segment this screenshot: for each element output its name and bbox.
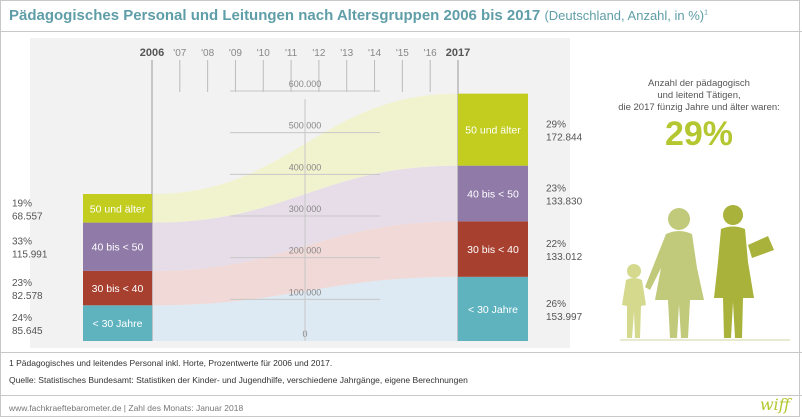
title-rule: [0, 31, 802, 32]
end-value-label: 133.830: [546, 197, 583, 208]
start-value-label: 68.557: [12, 211, 43, 222]
chart-subtitle: (Deutschland, Anzahl, in %)1: [544, 8, 708, 23]
end-value-label: 133.012: [546, 252, 583, 263]
callout-line-2: und leitend Tätigen,: [657, 90, 741, 101]
bar-2006-3: [83, 194, 152, 223]
end-value-label: 153.997: [546, 312, 583, 323]
chart-title: Pädagogisches Personal und Leitungen nac…: [9, 7, 708, 24]
start-value-label: 82.578: [12, 291, 43, 302]
woman2-head-icon: [723, 205, 743, 225]
title-text: Pädagogisches Personal und Leitungen nac…: [9, 7, 541, 24]
bar-2017-1: [458, 221, 528, 277]
bar-2017-2: [458, 165, 528, 222]
bar-2017-label: < 30 Jahre: [468, 304, 518, 316]
bar-2006-label: 40 bis < 50: [92, 242, 144, 254]
start-pct-label: 33%: [12, 237, 32, 248]
callout-line-3: die 2017 fünzig Jahre und älter waren:: [618, 102, 780, 113]
woman-body-icon: [645, 231, 704, 338]
start-value-label: 115.991: [12, 250, 48, 261]
clipboard-icon: [748, 236, 774, 258]
start-pct-label: 23%: [12, 278, 32, 289]
people-illustration: [620, 205, 790, 341]
end-pct-label: 22%: [546, 239, 566, 250]
bar-2017-label: 50 und älter: [465, 125, 521, 137]
x-tick-label: '09: [229, 48, 242, 59]
woman2-body-icon: [714, 226, 754, 338]
x-tick-label: '14: [368, 48, 381, 59]
x-tick-label: '13: [340, 48, 353, 59]
start-value-label: 85.645: [12, 326, 43, 337]
x-tick-label: '11: [285, 48, 298, 59]
callout-line-1: Anzahl der pädagogisch: [648, 78, 750, 89]
x-tick-label: '07: [173, 48, 186, 59]
brand-logo: wiff: [759, 395, 790, 414]
bar-2017-0: [458, 276, 528, 341]
notes-rule: [0, 352, 802, 353]
woman-head-icon: [668, 208, 690, 230]
callout-text: Anzahl der pädagogisch und leitend Tätig…: [600, 78, 798, 114]
end-pct-label: 29%: [546, 120, 566, 131]
bar-2006-2: [83, 222, 152, 271]
bar-2006-label: < 30 Jahre: [93, 318, 143, 330]
end-value-label: 172.844: [546, 133, 583, 144]
footer-rule: [0, 395, 802, 396]
bar-2006-0: [83, 305, 152, 341]
child-head-icon: [627, 264, 641, 278]
bar-2017-label: 30 bis < 40: [467, 244, 519, 256]
callout-value: 29%: [664, 115, 734, 153]
bar-2006-1: [83, 270, 152, 306]
bar-2017-label: 40 bis < 50: [467, 189, 519, 201]
y-tick-label: 600.000: [289, 79, 322, 89]
subtitle-text: (Deutschland, Anzahl, in %): [544, 8, 705, 23]
x-tick-label: '10: [257, 48, 270, 59]
x-tick-label: '12: [312, 48, 325, 59]
bar-2017-3: [458, 93, 528, 166]
subtitle-footnote-mark: 1: [704, 9, 709, 17]
child-body-icon: [622, 278, 646, 338]
start-pct-label: 19%: [12, 198, 32, 209]
x-tick-label: '15: [396, 48, 409, 59]
x-tick-label: '16: [424, 48, 437, 59]
source-note: Quelle: Statistisches Bundesamt: Statist…: [9, 375, 468, 385]
footer-text: www.fachkraeftebarometer.de | Zahl des M…: [9, 403, 244, 413]
end-pct-label: 23%: [546, 184, 566, 195]
x-tick-label: 2017: [446, 47, 470, 59]
footnote: 1 Pädagogisches und leitendes Personal i…: [9, 358, 333, 368]
x-tick-label: '08: [201, 48, 214, 59]
end-pct-label: 26%: [546, 299, 566, 310]
start-pct-label: 24%: [12, 313, 32, 324]
bar-2006-label: 30 bis < 40: [92, 283, 144, 295]
bar-2006-label: 50 und älter: [90, 203, 146, 215]
x-tick-label: 2006: [140, 47, 164, 59]
